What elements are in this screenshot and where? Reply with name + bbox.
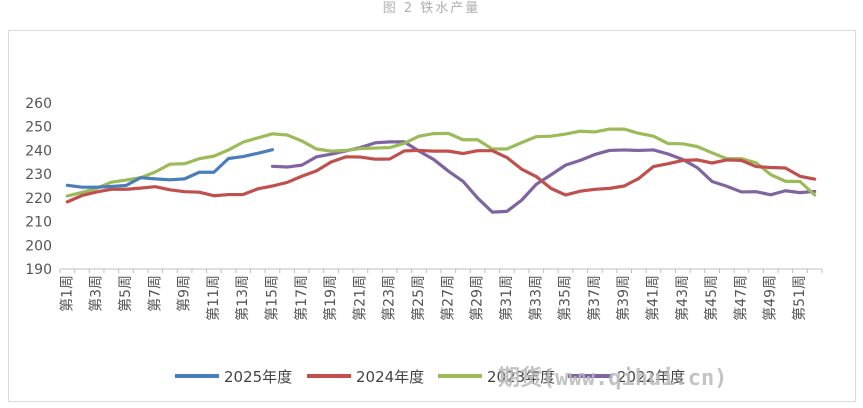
- x-tick-label: 第33周: [527, 275, 544, 321]
- figure-caption: 图 2 铁水产量: [382, 1, 481, 16]
- legend-label: 2022年度: [617, 368, 685, 386]
- x-tick-label: 第1周: [58, 275, 75, 312]
- x-tick-label: 第25周: [410, 275, 427, 321]
- x-tick-label: 第47周: [732, 275, 749, 321]
- x-tick-label: 第37周: [586, 275, 603, 321]
- series-line-2022年度: [270, 140, 817, 214]
- x-tick-label: 第29周: [469, 275, 486, 321]
- legend: 2025年度 2024年度 2023年度 2022年度: [175, 368, 685, 386]
- x-tick-label: 第13周: [234, 275, 251, 321]
- x-tick-label: 第19周: [322, 275, 339, 321]
- y-axis: 190 200 210 220 230 240 250 260: [25, 96, 52, 278]
- x-tick-label: 第41周: [644, 275, 661, 321]
- series-line-2025年度: [65, 148, 275, 189]
- x-tick-label: 第15周: [263, 275, 280, 321]
- x-tick-label: 第21周: [351, 275, 368, 321]
- y-tick-label: 230: [25, 167, 52, 183]
- x-tick-label: 第31周: [498, 275, 515, 321]
- y-tick-label: 190: [25, 262, 52, 278]
- x-tick-label: 第27周: [439, 275, 456, 321]
- y-tick-label: 220: [25, 191, 52, 207]
- series-line-2023年度: [65, 127, 817, 198]
- legend-label: 2023年度: [487, 368, 555, 386]
- x-axis: 第1周 第3周 第5周 第7周 第9周 第11周 第13周 第15周 第17周 第19周 第21周第…: [58, 268, 823, 321]
- x-tick-label: 第23周: [381, 275, 398, 321]
- x-tick-label: 第9周: [176, 275, 193, 312]
- series-line-2024年度: [65, 148, 817, 204]
- x-tick-label: 第35周: [557, 275, 574, 321]
- x-tick-label: 第11周: [205, 275, 222, 321]
- y-tick-label: 240: [25, 143, 52, 159]
- x-tick-label: 第17周: [293, 275, 310, 321]
- y-tick-label: 210: [25, 215, 52, 231]
- watermark-text: 期货(www.qihui.cn): [498, 365, 727, 391]
- y-tick-label: 260: [25, 96, 52, 112]
- y-tick-label: 250: [25, 120, 52, 136]
- series-lines: [65, 127, 817, 214]
- x-tick-label: 第5周: [117, 275, 134, 312]
- x-tick-label: 第49周: [762, 275, 779, 321]
- x-tick-label: 第3周: [88, 275, 105, 312]
- x-tick-label: 第7周: [146, 275, 163, 312]
- legend-label: 2025年度: [224, 368, 292, 386]
- x-tick-label: 第39周: [615, 275, 632, 321]
- y-tick-label: 200: [25, 238, 52, 254]
- x-tick-label: 第51周: [791, 275, 808, 321]
- x-tick-label: 第43周: [674, 275, 691, 321]
- x-tick-label: 第45周: [703, 275, 720, 321]
- legend-label: 2024年度: [356, 368, 424, 386]
- chart-frame: [8, 30, 856, 402]
